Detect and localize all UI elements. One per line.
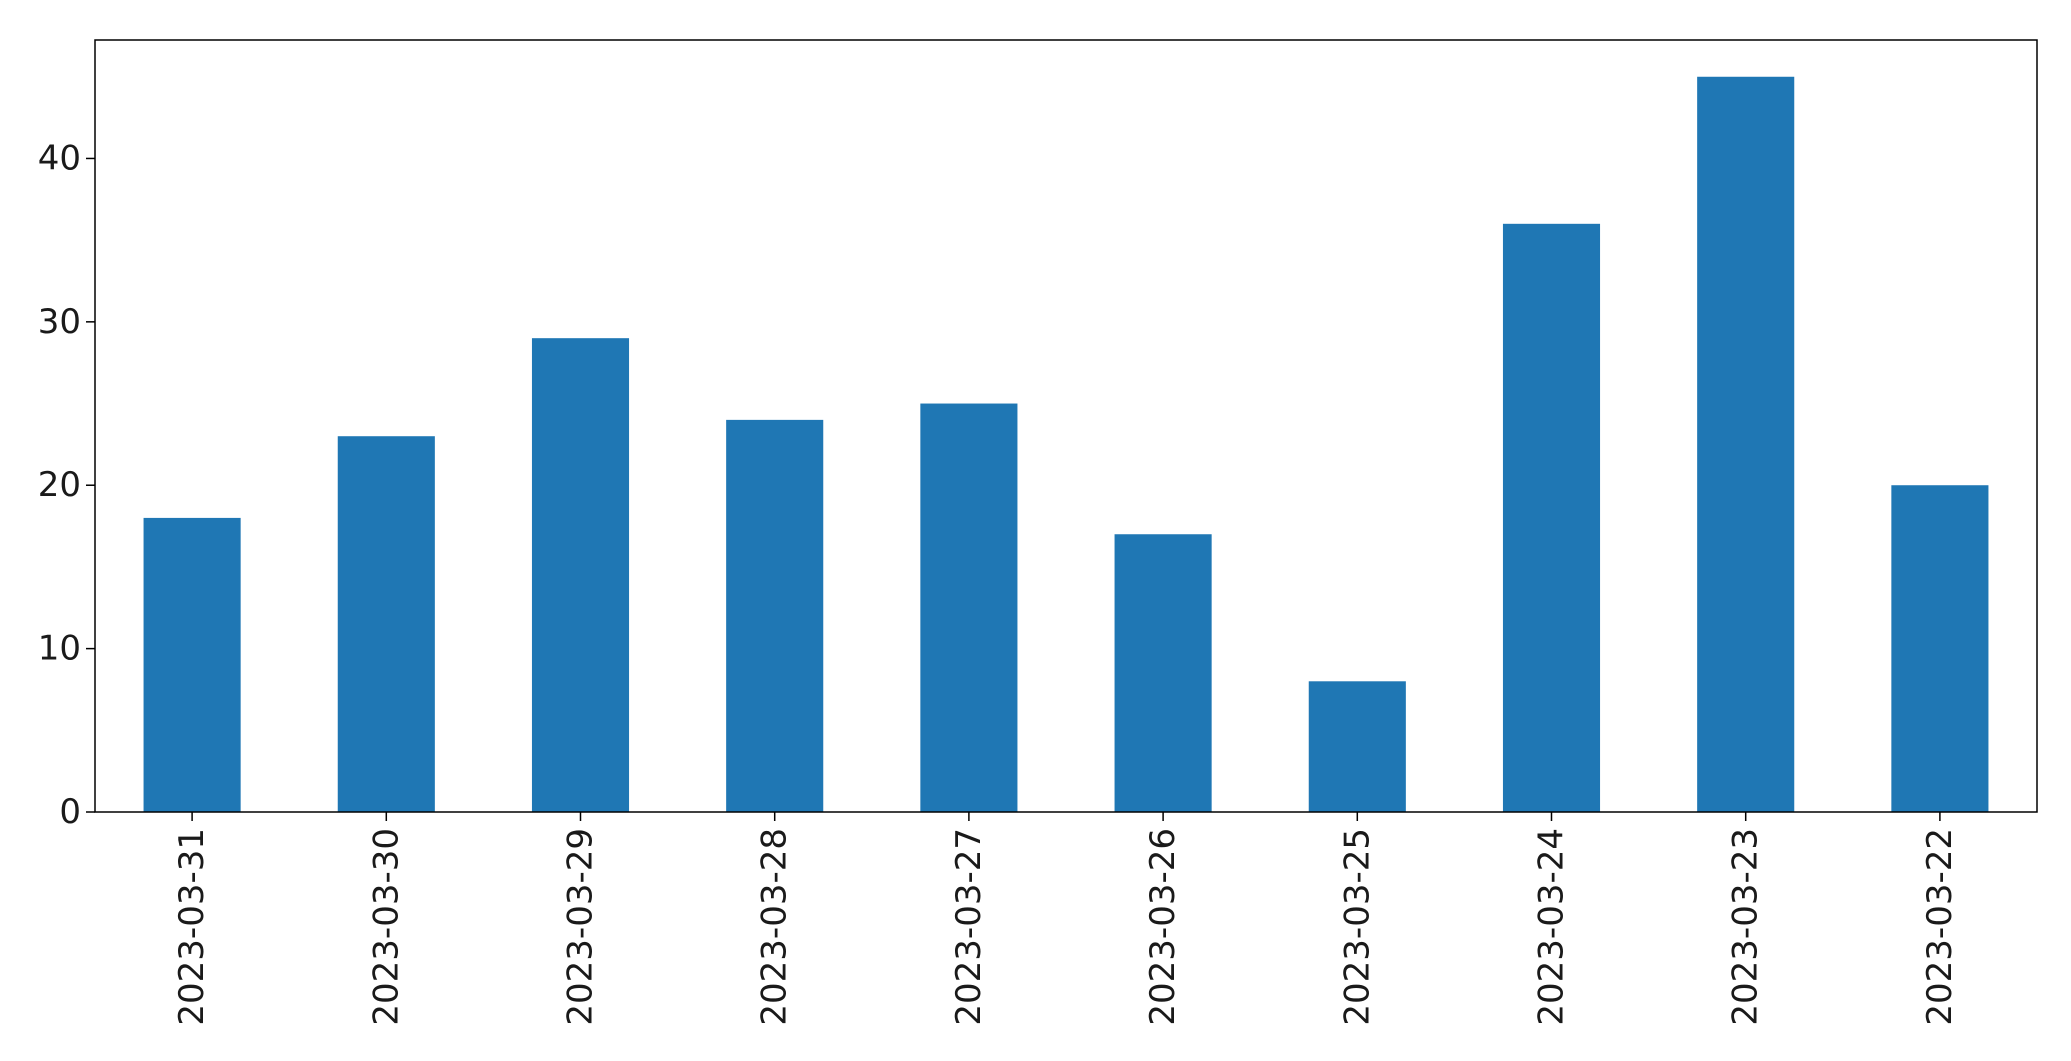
y-axis: 0 10 20 30 40 xyxy=(38,138,95,832)
y-tick-label: 40 xyxy=(38,138,81,178)
x-tick-label: 2023-03-29 xyxy=(561,828,601,1026)
x-tick-label: 2023-03-31 xyxy=(172,828,212,1026)
bar-2023-03-23 xyxy=(1697,76,1795,812)
plot-frame xyxy=(94,39,2038,813)
bar-2023-03-29 xyxy=(531,338,630,812)
bar-2023-03-24 xyxy=(1502,223,1601,813)
x-tick-label: 2023-03-27 xyxy=(949,828,989,1026)
x-axis: 2023-03-31 2023-03-30 2023-03-29 2023-03-28… xyxy=(172,812,1960,1026)
x-tick-label: 2023-03-23 xyxy=(1726,828,1766,1026)
y-tick-label: 30 xyxy=(38,302,81,342)
bars-layer xyxy=(143,76,1989,813)
x-tick-label: 2023-03-28 xyxy=(755,828,795,1026)
x-tick-label: 2023-03-25 xyxy=(1337,828,1377,1026)
bar-2023-03-25 xyxy=(1308,681,1406,812)
bar-2023-03-26 xyxy=(1114,534,1212,812)
bar-2023-03-27 xyxy=(920,403,1018,812)
bar-2023-03-22 xyxy=(1891,485,1989,812)
y-tick-label: 0 xyxy=(59,792,81,832)
bar-2023-03-28 xyxy=(726,419,824,812)
bar-2023-03-30 xyxy=(337,436,435,812)
y-tick-label: 10 xyxy=(38,629,81,669)
x-tick-label: 2023-03-24 xyxy=(1532,828,1572,1026)
y-tick-label: 20 xyxy=(38,465,81,505)
x-tick-label: 2023-03-26 xyxy=(1143,828,1183,1026)
bar-2023-03-31 xyxy=(143,517,241,812)
x-tick-label: 2023-03-30 xyxy=(366,828,406,1026)
x-tick-label: 2023-03-22 xyxy=(1920,828,1960,1026)
